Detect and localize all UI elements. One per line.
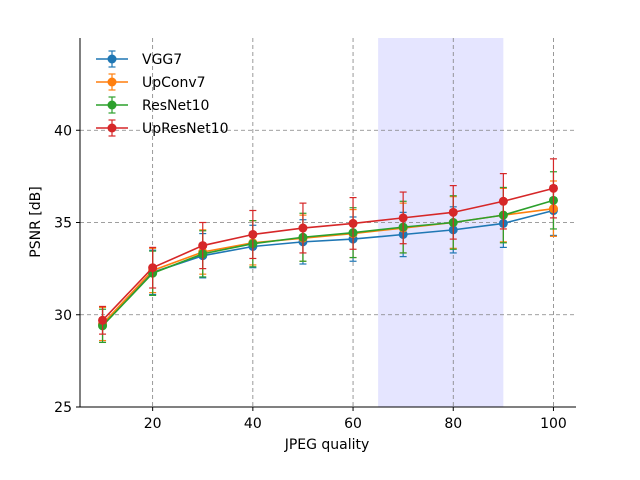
data-point [148, 263, 158, 273]
legend-marker [107, 54, 117, 64]
series-line [101, 187, 554, 321]
data-point [398, 213, 408, 223]
x-tick-label: 40 [244, 416, 262, 432]
legend-item: UpResNet10 [96, 119, 229, 137]
legend-label: UpConv7 [142, 75, 206, 91]
data-point [198, 241, 208, 251]
tick-labels: 20 40 60 80 100 25 30 35 40 [54, 123, 567, 432]
data-point [498, 196, 508, 206]
legend-item: ResNet10 [96, 96, 209, 114]
legend-marker [107, 77, 117, 87]
legend-item: UpConv7 [96, 73, 206, 91]
legend-item: VGG7 [96, 50, 182, 68]
data-point [298, 223, 308, 233]
legend-marker [107, 123, 117, 133]
legend-label: UpResNet10 [142, 121, 229, 137]
data-point [98, 315, 108, 325]
series-line [101, 199, 554, 327]
axes [76, 38, 576, 411]
y-tick-label: 40 [54, 123, 72, 139]
data-point [448, 207, 458, 217]
series-layer [98, 158, 558, 344]
x-axis-label: JPEG quality [284, 437, 370, 453]
x-tick-label: 60 [344, 416, 362, 432]
legend-label: ResNet10 [142, 98, 209, 114]
legend-marker [107, 100, 117, 110]
data-point [548, 183, 558, 193]
legend: VGG7 UpConv7 ResNet10 UpResNet10 [96, 50, 229, 137]
data-point [348, 218, 358, 228]
data-point [248, 229, 258, 239]
y-tick-label: 25 [54, 400, 72, 416]
x-tick-label: 20 [144, 416, 162, 432]
legend-label: VGG7 [142, 52, 182, 68]
series-upresnet10 [98, 158, 558, 335]
x-tick-label: 80 [444, 416, 462, 432]
y-axis-label: PSNR [dB] [28, 186, 44, 257]
y-tick-label: 35 [54, 216, 72, 232]
y-tick-label: 30 [54, 308, 72, 324]
x-tick-label: 100 [540, 416, 567, 432]
